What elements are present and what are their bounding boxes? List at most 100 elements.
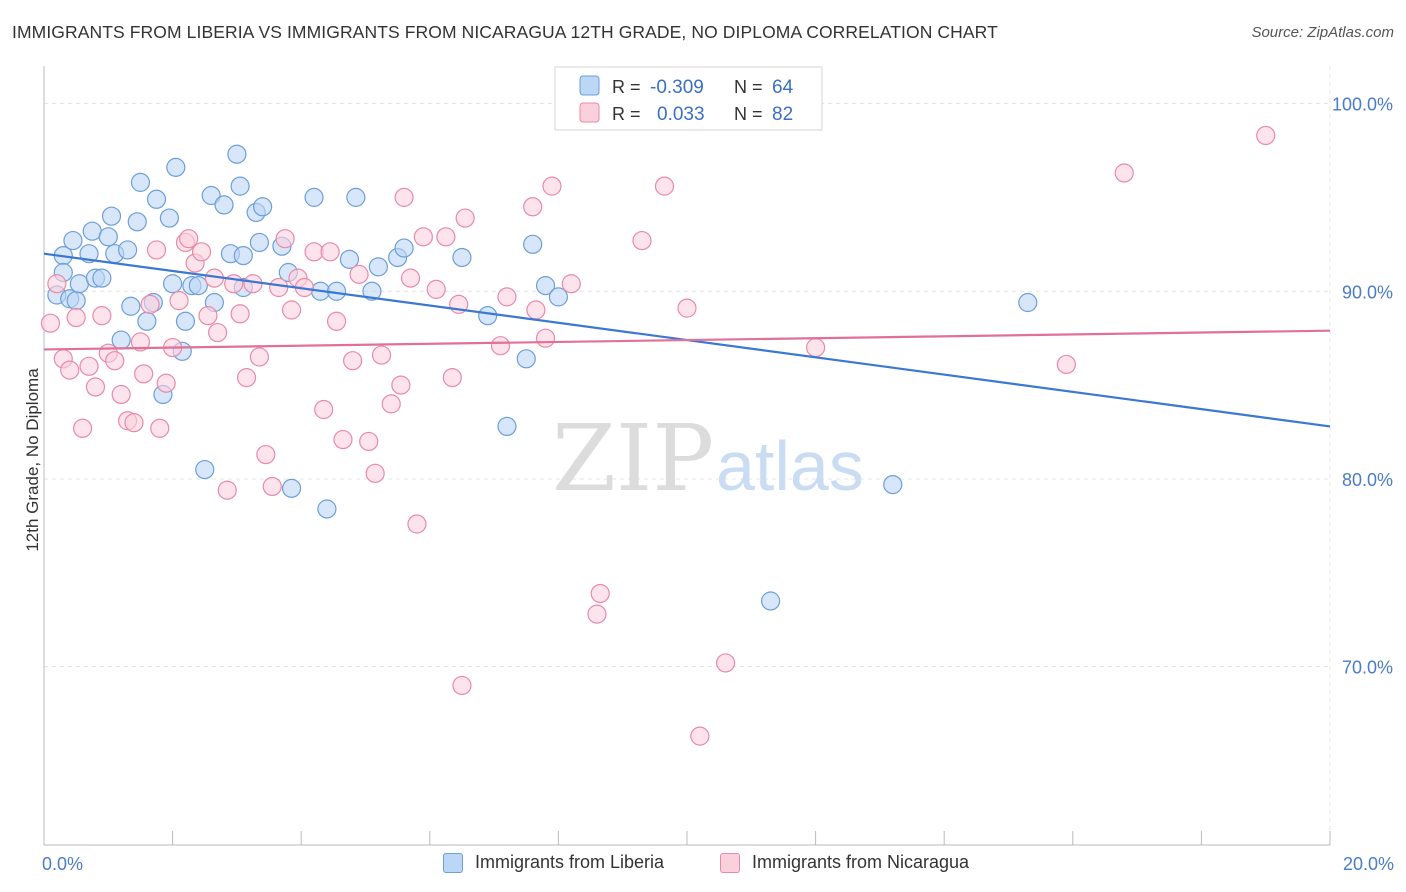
point-series-0-60 xyxy=(535,276,556,296)
point-series-1-50 xyxy=(365,463,385,483)
trend-lines xyxy=(43,252,1331,428)
point-series-1-51 xyxy=(371,345,392,365)
stats-r-label-nicaragua: R = xyxy=(612,104,641,124)
point-series-1-44 xyxy=(320,242,340,262)
point-series-1-31 xyxy=(230,304,250,324)
point-series-1-60 xyxy=(442,368,462,388)
point-series-0-59 xyxy=(523,234,543,254)
point-series-0-63 xyxy=(760,591,781,611)
y-tick-label-0: 70.0% xyxy=(1342,658,1393,678)
legend-label-nicaragua: Immigrants from Nicaragua xyxy=(752,852,970,872)
watermark-atlas: atlas xyxy=(716,427,864,505)
point-series-0-18 xyxy=(130,172,151,192)
point-series-0-21 xyxy=(146,189,167,209)
point-series-0-6 xyxy=(69,274,89,294)
point-series-1-18 xyxy=(150,418,170,438)
y-tick-label-1: 80.0% xyxy=(1342,470,1393,490)
point-series-0-27 xyxy=(175,311,196,331)
point-series-0-41 xyxy=(253,197,273,217)
point-series-1-54 xyxy=(394,187,414,207)
point-series-0-58 xyxy=(516,349,536,369)
point-series-1-53 xyxy=(391,375,411,395)
point-series-1-38 xyxy=(275,229,295,249)
x-tick-label-max: 20.0% xyxy=(1343,854,1394,874)
point-series-1-0 xyxy=(40,313,61,333)
point-series-0-15 xyxy=(117,240,138,260)
legend-item-liberia[interactable]: Immigrants from Liberia xyxy=(443,852,664,873)
y-axis-title: 12th Grade, No Diploma xyxy=(23,368,42,552)
stats-legend-box xyxy=(554,66,823,131)
point-series-1-19 xyxy=(156,373,176,393)
point-series-1-70 xyxy=(561,274,581,294)
point-series-0-11 xyxy=(98,227,118,247)
point-series-1-68 xyxy=(535,328,556,348)
source-credit: Source: ZipAtlas.com xyxy=(1251,24,1394,41)
point-series-1-8 xyxy=(92,306,112,326)
legend-item-nicaragua[interactable]: Immigrants from Nicaragua xyxy=(720,852,969,873)
point-series-0-54 xyxy=(394,238,414,258)
point-series-0-12 xyxy=(101,206,122,226)
point-series-1-65 xyxy=(497,287,517,307)
stats-n-value-liberia: 64 xyxy=(772,77,794,98)
point-series-0-24 xyxy=(163,274,183,294)
point-series-1-26 xyxy=(198,306,218,326)
point-series-1-48 xyxy=(349,264,369,284)
point-series-1-17 xyxy=(146,240,167,260)
point-series-1-66 xyxy=(523,197,543,217)
point-series-1-49 xyxy=(359,431,379,452)
point-series-0-40 xyxy=(249,232,270,253)
point-series-0-49 xyxy=(339,249,360,269)
point-series-1-69 xyxy=(542,176,562,196)
point-series-1-6 xyxy=(79,356,99,376)
point-series-1-45 xyxy=(326,311,347,331)
point-series-1-63 xyxy=(455,208,475,228)
point-series-1-1 xyxy=(47,274,67,294)
point-series-0-33 xyxy=(214,195,234,215)
point-series-1-42 xyxy=(304,242,324,262)
point-series-1-34 xyxy=(249,347,270,367)
point-series-1-39 xyxy=(281,300,302,320)
point-series-1-25 xyxy=(191,242,212,262)
point-series-0-19 xyxy=(137,311,157,331)
point-series-1-4 xyxy=(66,307,86,328)
point-series-0-56 xyxy=(478,306,498,326)
point-series-1-80 xyxy=(1114,163,1134,183)
point-series-1-46 xyxy=(333,429,353,450)
point-series-0-55 xyxy=(452,247,472,268)
point-series-1-72 xyxy=(590,583,610,604)
trend-line-series-1 xyxy=(43,329,1331,351)
point-series-0-57 xyxy=(497,416,517,437)
point-series-1-23 xyxy=(179,229,199,249)
point-series-1-10 xyxy=(105,351,125,371)
point-series-0-61 xyxy=(548,287,569,307)
y-tick-labels: 70.0% 80.0% 90.0% 100.0% xyxy=(1332,95,1393,678)
point-series-1-75 xyxy=(677,298,697,318)
point-series-0-5 xyxy=(66,291,86,311)
point-series-1-14 xyxy=(130,332,151,352)
point-series-1-79 xyxy=(1056,354,1076,375)
stats-legend: R = -0.309 N = 64 R = 0.033 N = 82 xyxy=(554,66,823,131)
point-series-1-47 xyxy=(343,351,363,371)
stats-r-label-liberia: R = xyxy=(612,77,641,97)
y-tick-label-2: 90.0% xyxy=(1342,282,1393,302)
point-series-0-64 xyxy=(883,474,903,495)
point-series-0-16 xyxy=(121,296,141,316)
point-series-0-25 xyxy=(166,157,186,177)
point-series-0-31 xyxy=(201,185,221,206)
point-series-1-16 xyxy=(140,294,160,314)
point-series-1-28 xyxy=(208,322,228,343)
point-series-0-44 xyxy=(281,478,302,498)
point-series-0-65 xyxy=(1018,292,1038,313)
stats-n-label-nicaragua: N = xyxy=(734,104,763,124)
point-series-0-30 xyxy=(195,459,215,480)
point-series-0-23 xyxy=(159,208,179,228)
point-series-0-8 xyxy=(82,221,102,241)
point-series-1-13 xyxy=(124,413,144,433)
series-legend: Immigrants from Liberia Immigrants from … xyxy=(0,852,1406,878)
point-series-0-45 xyxy=(304,187,324,207)
legend-label-liberia: Immigrants from Liberia xyxy=(475,852,665,872)
stats-r-value-liberia: -0.309 xyxy=(650,77,704,98)
point-series-1-35 xyxy=(256,444,276,465)
point-series-1-76 xyxy=(690,726,710,746)
point-series-1-67 xyxy=(526,300,546,320)
